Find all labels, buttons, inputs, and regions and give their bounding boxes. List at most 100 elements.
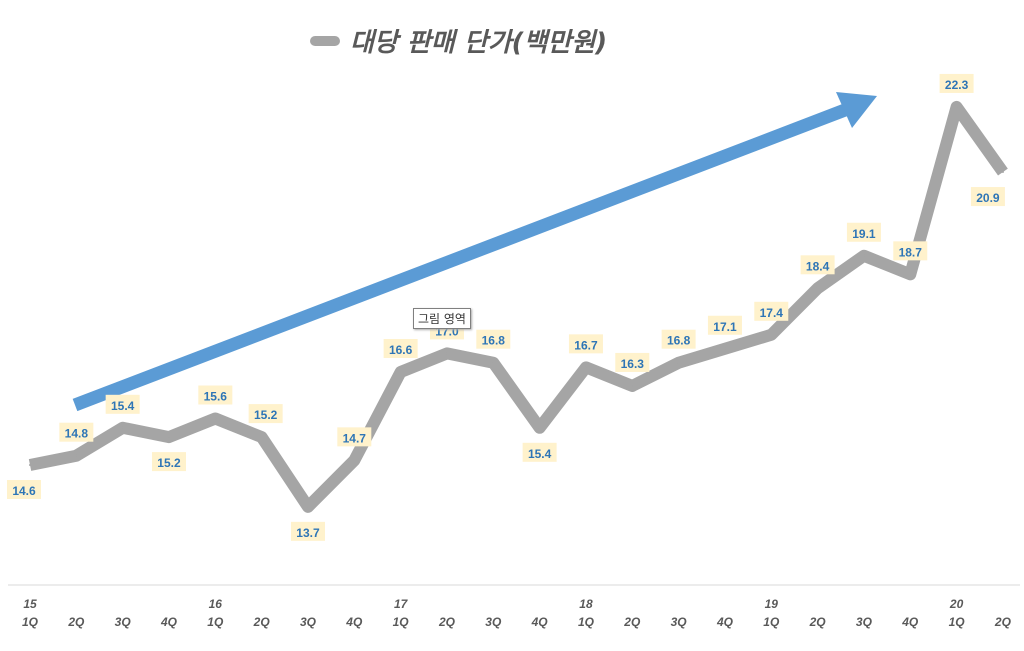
data-label: 17.1 <box>713 320 737 334</box>
trend-arrow-shaft <box>72 103 848 412</box>
data-label: 15.6 <box>204 390 228 404</box>
data-label-bg <box>476 329 511 349</box>
data-label: 15.4 <box>111 399 135 413</box>
x-year-label: 19 <box>765 597 779 611</box>
x-tick-label: 2Q <box>67 615 85 629</box>
data-label: 13.7 <box>296 526 320 540</box>
data-point <box>862 254 865 257</box>
data-point <box>677 361 680 364</box>
x-tick-label: 4Q <box>531 615 549 629</box>
data-label: 22.3 <box>945 78 969 92</box>
data-label: 17.4 <box>760 306 784 320</box>
x-tick-label: 3Q <box>485 615 502 629</box>
x-tick-label: 1Q <box>393 615 410 629</box>
data-label: 15.4 <box>528 447 552 461</box>
data-label: 18.4 <box>806 259 830 273</box>
data-point <box>121 426 124 429</box>
x-tick-label: 4Q <box>345 615 363 629</box>
data-point <box>399 371 402 373</box>
chart-legend: 대당 판매 단가(백만원) <box>310 22 607 59</box>
data-label-bg <box>337 427 372 447</box>
data-point <box>492 361 495 364</box>
x-year-label: 16 <box>209 597 223 611</box>
data-point <box>1001 171 1004 174</box>
data-point <box>538 426 541 429</box>
data-label-bg <box>383 339 418 358</box>
x-tick-label: 3Q <box>856 615 873 629</box>
data-point <box>29 464 31 466</box>
data-label-bg <box>59 422 94 442</box>
x-year-label: 17 <box>394 597 409 611</box>
x-tick-label: 4Q <box>160 615 178 629</box>
data-label: 14.8 <box>65 427 89 441</box>
x-tick-label: 3Q <box>300 615 317 629</box>
chart-title: 대당 판매 단가(백만원) <box>350 28 608 58</box>
data-label-bg <box>615 352 650 372</box>
x-year-label: 15 <box>23 597 37 611</box>
trend-arrow-head <box>836 92 877 128</box>
data-point <box>723 347 726 350</box>
x-tick-label: 2Q <box>994 615 1012 629</box>
data-label-bg <box>522 442 557 462</box>
data-label: 19.1 <box>852 227 876 241</box>
data-label-bg <box>846 222 881 242</box>
data-label-bg <box>7 480 41 499</box>
x-tick-label: 1Q <box>207 615 224 629</box>
data-label: 15.2 <box>254 408 278 422</box>
x-tick-label: 1Q <box>763 615 780 629</box>
x-year-label: 20 <box>949 597 964 611</box>
data-point <box>584 366 587 369</box>
x-tick-label: 2Q <box>253 615 271 629</box>
x-tick-label: 2Q <box>809 615 827 629</box>
data-label-bg <box>707 315 742 335</box>
data-point <box>353 459 356 462</box>
x-tick-label: 3Q <box>671 615 688 629</box>
data-point <box>909 273 912 276</box>
x-tick-label: 2Q <box>623 615 641 629</box>
data-label-bg <box>800 255 835 275</box>
data-label-bg <box>754 301 789 321</box>
data-label: 14.6 <box>12 484 36 498</box>
series-line <box>28 100 1008 513</box>
x-tick-label: 4Q <box>716 615 734 629</box>
data-label-bg <box>105 394 140 414</box>
x-tick-label: 4Q <box>901 615 919 629</box>
data-label-bg <box>970 187 1005 207</box>
data-point <box>75 454 78 457</box>
data-point <box>214 417 217 420</box>
data-point <box>445 352 448 355</box>
data-label: 16.8 <box>482 334 506 348</box>
x-tick-label: 2Q <box>438 615 456 629</box>
x-year-label: 18 <box>579 597 593 611</box>
x-tick-label: 1Q <box>949 615 966 629</box>
data-label-bg <box>290 521 325 541</box>
data-label-bg <box>248 404 283 424</box>
x-tick-label: 1Q <box>22 615 39 629</box>
data-point <box>631 384 634 387</box>
data-label: 16.6 <box>389 343 413 357</box>
data-label: 15.2 <box>157 456 181 470</box>
data-label-bg <box>198 385 233 405</box>
data-label-bg <box>939 73 974 93</box>
x-tick-label: 1Q <box>578 615 595 629</box>
data-label-bg <box>151 452 186 472</box>
data-point <box>260 436 263 439</box>
data-label: 16.7 <box>574 338 598 352</box>
data-label-bg <box>568 334 603 354</box>
data-label: 14.7 <box>343 431 367 445</box>
legend-swatch <box>310 35 340 46</box>
data-label: 20.9 <box>976 191 1000 205</box>
data-point <box>816 287 819 290</box>
data-label: 18.7 <box>899 245 923 259</box>
data-point <box>306 505 309 508</box>
data-point <box>167 436 170 439</box>
data-label: 16.8 <box>667 334 691 348</box>
data-label-bg <box>661 329 696 349</box>
data-point <box>770 333 773 336</box>
data-label-bg <box>893 241 928 261</box>
plot-area-tooltip: 그림 영역 <box>413 308 471 329</box>
data-label: 16.3 <box>621 357 645 371</box>
data-point <box>955 105 958 108</box>
